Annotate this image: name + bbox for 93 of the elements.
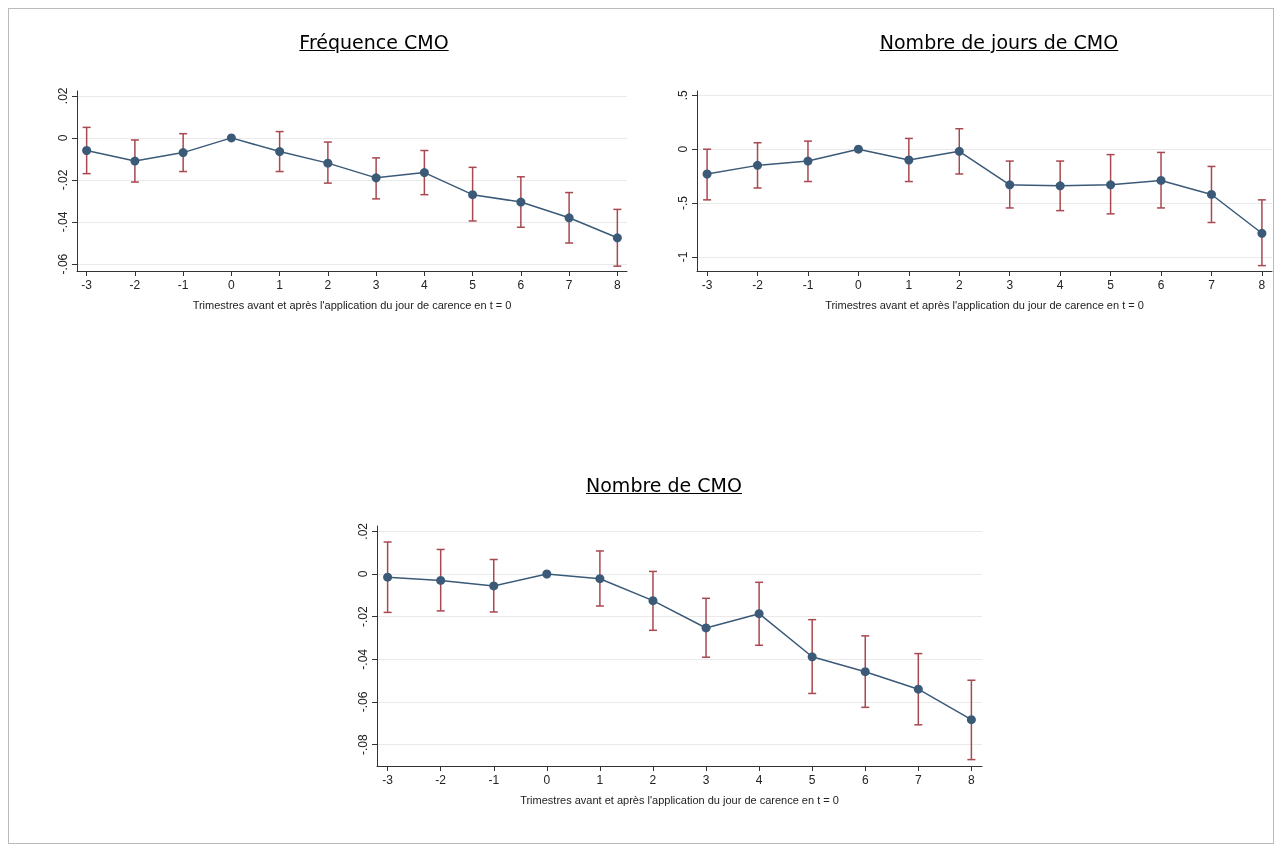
chart-title: Nombre de jours de CMO — [878, 31, 1120, 53]
y-tick-label: .02 — [56, 87, 70, 105]
point — [323, 158, 333, 168]
x-tick-label: 8 — [1258, 278, 1266, 292]
x-tick-label: 1 — [596, 773, 604, 787]
x-tick-label: 6 — [861, 773, 869, 787]
point — [564, 213, 574, 223]
x-tick-label: 7 — [1208, 278, 1216, 292]
point — [1257, 228, 1267, 238]
point — [1055, 181, 1065, 191]
x-tick-label: 7 — [914, 773, 922, 787]
point — [612, 233, 622, 243]
point — [595, 574, 605, 584]
point — [853, 144, 863, 154]
x-tick-label: 6 — [517, 278, 525, 292]
x-tick-label: 7 — [565, 278, 573, 292]
x-tick-label: -3 — [81, 278, 93, 292]
x-tick-label: -2 — [752, 278, 764, 292]
x-tick-label: -3 — [701, 278, 713, 292]
point — [516, 197, 526, 207]
point — [807, 652, 817, 662]
y-tick-label: -.06 — [356, 691, 370, 713]
point — [82, 146, 92, 156]
point — [954, 146, 964, 156]
point — [754, 609, 764, 619]
x-tick-label: 0 — [855, 278, 863, 292]
y-tick-label: 0 — [676, 145, 690, 153]
x-tick-label: 2 — [324, 278, 332, 292]
point — [1156, 175, 1166, 185]
x-axis-title: Trimestres avant et après l'application du jour de carence en t = 0 — [825, 298, 1144, 311]
point — [489, 581, 499, 591]
y-tick-label: 0 — [56, 134, 70, 142]
point — [371, 173, 381, 183]
x-tick-label: 3 — [1006, 278, 1014, 292]
point — [860, 667, 870, 677]
point — [275, 147, 285, 157]
x-tick-label: 0 — [543, 773, 551, 787]
chart-title: Fréquence CMO — [298, 31, 450, 53]
point — [803, 156, 813, 166]
point — [226, 133, 236, 143]
y-tick-label: -.06 — [56, 253, 70, 275]
x-tick-label: 2 — [649, 773, 657, 787]
x-tick-label: 1 — [276, 278, 284, 292]
point — [1005, 180, 1015, 190]
x-tick-label: -1 — [488, 773, 500, 787]
y-tick-label: -.04 — [56, 211, 70, 233]
x-tick-label: -1 — [802, 278, 814, 292]
y-tick-label: -.08 — [356, 734, 370, 756]
point — [753, 160, 763, 170]
x-axis-title: Trimestres avant et après l'application du jour de carence en t = 0 — [520, 793, 839, 806]
y-tick-label: .5 — [676, 89, 690, 101]
point — [913, 684, 923, 694]
x-tick-label: 5 — [469, 278, 477, 292]
point — [966, 715, 976, 725]
point — [648, 596, 658, 606]
x-tick-label: 6 — [1157, 278, 1165, 292]
x-tick-label: 5 — [808, 773, 816, 787]
point — [542, 569, 552, 579]
x-tick-label: 4 — [1056, 278, 1064, 292]
x-tick-label: 8 — [614, 278, 622, 292]
x-tick-label: 5 — [1107, 278, 1115, 292]
point — [383, 572, 393, 582]
x-tick-label: 1 — [905, 278, 913, 292]
x-tick-label: 8 — [968, 773, 976, 787]
x-tick-label: -2 — [435, 773, 447, 787]
point — [436, 575, 446, 585]
x-tick-label: 3 — [372, 278, 380, 292]
x-tick-label: 3 — [702, 773, 710, 787]
point — [419, 168, 429, 178]
y-tick-label: -.02 — [56, 169, 70, 191]
point — [178, 148, 188, 158]
x-tick-label: -1 — [177, 278, 189, 292]
x-tick-label: -2 — [129, 278, 141, 292]
point — [130, 156, 140, 166]
chart-title: Nombre de CMO — [585, 474, 743, 496]
y-tick-label: -.02 — [356, 606, 370, 628]
x-axis-title: Trimestres avant et après l'application du jour de carence en t = 0 — [192, 298, 512, 311]
point — [468, 190, 478, 200]
point — [702, 169, 712, 179]
point — [1206, 189, 1216, 199]
y-tick-label: -1 — [676, 251, 690, 263]
point — [701, 623, 711, 633]
x-tick-label: -3 — [382, 773, 394, 787]
x-tick-label: 0 — [228, 278, 236, 292]
point — [1106, 180, 1116, 190]
x-tick-label: 4 — [421, 278, 429, 292]
y-tick-label: -.5 — [676, 195, 690, 211]
y-tick-label: 0 — [356, 570, 370, 578]
x-tick-label: 4 — [755, 773, 763, 787]
y-tick-label: -.04 — [356, 648, 370, 670]
point — [904, 155, 914, 165]
x-tick-label: 2 — [955, 278, 963, 292]
y-tick-label: .02 — [356, 522, 370, 540]
